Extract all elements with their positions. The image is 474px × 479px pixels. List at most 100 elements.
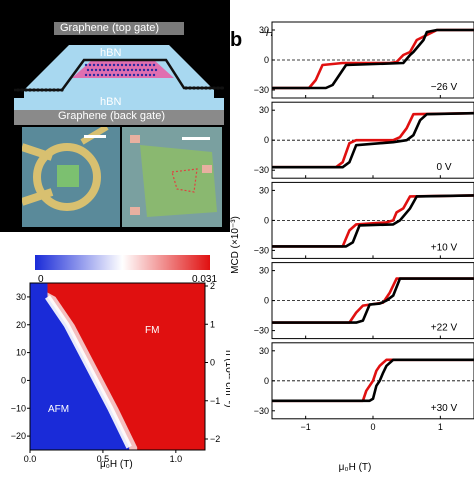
fm-label: FM — [145, 325, 159, 336]
lattice-dot — [134, 68, 138, 72]
phase-ytick-label: 30 — [16, 292, 26, 302]
lattice-dot — [90, 68, 94, 72]
mcd-ytick-label: 30 — [259, 266, 269, 276]
contact-dot — [188, 86, 192, 90]
phase-rtick-label: 2 — [210, 281, 215, 291]
scale-bar-right — [182, 137, 210, 140]
lattice-dot — [120, 63, 124, 67]
lattice-dot — [140, 73, 144, 77]
contact-dot — [196, 86, 200, 90]
flake-right — [140, 145, 217, 217]
hbn-bottom-label: hBN — [100, 96, 122, 108]
lattice-dot — [124, 63, 128, 67]
lattice-dot — [120, 73, 124, 77]
contact-dot — [212, 86, 216, 90]
lattice-dot — [84, 73, 88, 77]
series-pos-h — [272, 111, 474, 169]
phase-xtick-label: 0.0 — [24, 454, 37, 464]
contact-dot — [60, 88, 64, 92]
lattice-dot — [100, 73, 104, 77]
lattice-dot — [106, 68, 110, 72]
phase-xlabel: μ₀H (T) — [100, 459, 133, 470]
series-neg-h — [272, 358, 474, 403]
lattice-dot — [110, 68, 114, 72]
series-neg-h — [272, 194, 474, 248]
hbn-top-label: hBN — [100, 47, 122, 59]
sample-outline — [171, 168, 198, 193]
lattice-dots — [84, 63, 158, 77]
lattice-dot — [96, 73, 100, 77]
mcd-ytick-label: 0 — [264, 55, 269, 65]
mcd-ytick-label: 30 — [259, 25, 269, 35]
lattice-dot — [128, 63, 132, 67]
series-pos-h — [272, 28, 474, 90]
mcd-ytick-label: −30 — [254, 406, 269, 416]
contact-pad-3 — [130, 207, 140, 215]
mcd-ytick-label: 30 — [259, 105, 269, 115]
contact-dot — [48, 88, 52, 92]
contact-dot — [36, 88, 40, 92]
legend-neg-label: −H — [260, 28, 274, 39]
phase-ytick-label: −10 — [11, 403, 26, 413]
phase-ytick-label: −20 — [11, 431, 26, 441]
lattice-dot — [128, 73, 132, 77]
lattice-dot — [152, 63, 156, 67]
lattice-dot — [140, 63, 144, 67]
mcd-ytick-label: 0 — [264, 135, 269, 145]
mcd-ytick-label: 0 — [264, 376, 269, 386]
mcd-subplot: 30 0 −30 +10 V — [254, 181, 474, 259]
mcd-ytick-label: −30 — [254, 85, 269, 95]
lattice-dot — [108, 63, 112, 67]
lattice-dot — [88, 73, 92, 77]
lattice-dot — [104, 63, 108, 67]
panel-c: 0 0.031 0.0 0.5 1.0 30 20 10 0 −10 −20 2 1 0 −1 −2 AF… — [0, 250, 234, 474]
lattice-dot — [138, 68, 142, 72]
gate-voltage-label: +22 V — [431, 323, 458, 334]
phase-ytick-label: 10 — [16, 348, 26, 358]
mcd-ytick-label: −30 — [254, 245, 269, 255]
series-pos-h — [272, 277, 474, 324]
bottom-hbn-layer — [14, 98, 224, 110]
colorbar — [35, 255, 210, 270]
panel-a: Graphene (top gate) hBN hBN Graphene (ba… — [0, 0, 232, 232]
mcd-ytick-label: 30 — [259, 185, 269, 195]
back-gate-layer — [14, 110, 224, 125]
lattice-dot — [136, 63, 140, 67]
mcd-xtick-label: −1 — [301, 422, 311, 432]
contact-dot — [56, 88, 60, 92]
back-gate-label: Graphene (back gate) — [58, 110, 166, 122]
phase-rtick-label: −2 — [210, 434, 220, 444]
scale-bar-left — [84, 135, 106, 138]
heatmap-frame — [29, 282, 206, 451]
contact-dot — [200, 86, 204, 90]
top-gate-label: Graphene (top gate) — [60, 22, 160, 34]
lattice-dot — [144, 73, 148, 77]
contact-dot — [216, 86, 220, 90]
lattice-dot — [92, 63, 96, 67]
lattice-dot — [108, 73, 112, 77]
colorbar-max: 0.031 — [192, 274, 217, 285]
gate-voltage-label: +30 V — [431, 403, 458, 414]
contact-dot — [192, 86, 196, 90]
phase-rtick-label: 0 — [210, 358, 215, 368]
phase-xtick-label: 0.5 — [97, 454, 110, 464]
flake-left — [57, 165, 79, 187]
gate-voltage-label: 0 V — [436, 162, 451, 173]
lattice-dot — [116, 73, 120, 77]
lattice-dot — [104, 73, 108, 77]
contact-dot — [204, 86, 208, 90]
phase-boundary — [45, 295, 132, 449]
electrode-lead-1 — [22, 143, 54, 161]
contact-pad-2 — [202, 165, 212, 173]
electrode-lead-2 — [22, 188, 54, 206]
panel-b-letter: b — [230, 29, 242, 51]
series-pos-h — [272, 358, 474, 403]
lattice-dot — [132, 63, 136, 67]
lattice-dot — [154, 68, 158, 72]
lattice-dot — [136, 73, 140, 77]
lattice-dot — [94, 68, 98, 72]
lattice-dot — [124, 73, 128, 77]
phase-right-label: n (10¹² cm⁻²) — [223, 350, 232, 408]
